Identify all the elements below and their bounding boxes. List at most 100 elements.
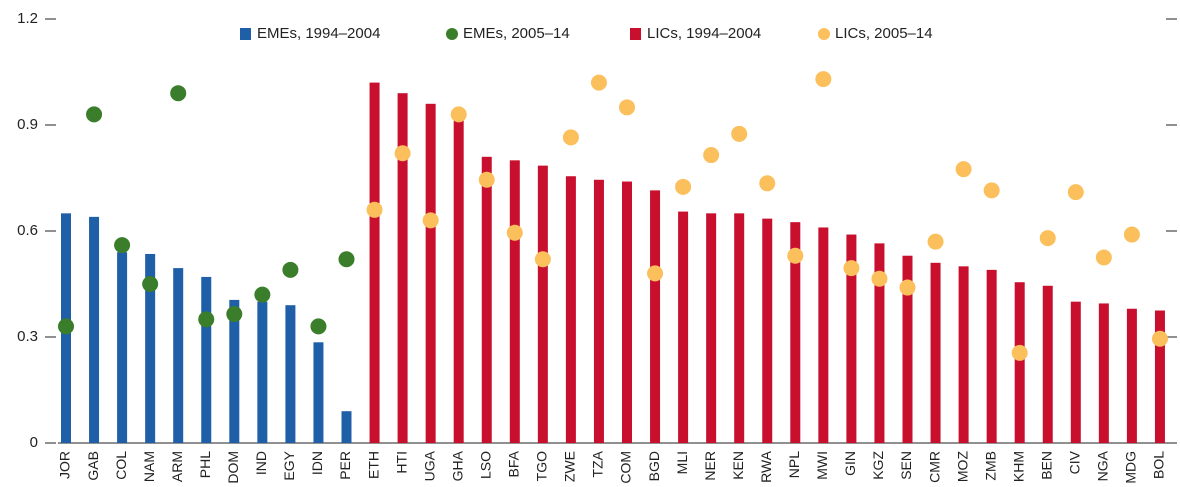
x-tick-label: TGO <box>534 451 550 481</box>
dot <box>170 85 187 102</box>
x-tick-label: IDN <box>309 451 325 475</box>
bar <box>622 181 632 444</box>
dot <box>899 279 916 296</box>
bar <box>1098 303 1109 443</box>
x-tick-label: BFA <box>506 450 522 477</box>
bar <box>762 218 773 443</box>
bar <box>1014 282 1025 443</box>
dot <box>1039 230 1056 247</box>
dot <box>310 318 327 335</box>
x-tick-label: MOZ <box>954 451 970 483</box>
bar <box>1070 301 1081 443</box>
x-tick-label: SEN <box>898 451 914 480</box>
x-tick-label: BOL <box>1151 451 1167 479</box>
x-tick-label: NAM <box>141 451 157 482</box>
x-tick-label: PHL <box>197 451 213 478</box>
x-tick-label: ARM <box>169 451 185 482</box>
y-tick-label: 0.6 <box>17 222 38 239</box>
dot <box>955 161 972 178</box>
dot <box>703 147 720 164</box>
bar <box>201 276 212 443</box>
dot <box>86 106 103 123</box>
x-tick-label: MLI <box>674 451 690 474</box>
legend-swatch <box>446 28 458 40</box>
x-tick-label: JOR <box>57 451 73 479</box>
legend-label: LICs, 1994–2004 <box>647 25 761 42</box>
x-tick-label: GHA <box>449 450 465 481</box>
x-tick-label: HTI <box>393 451 409 474</box>
x-tick-label: PER <box>337 451 353 480</box>
dot <box>1067 184 1084 201</box>
bar <box>89 216 100 443</box>
legend-swatch <box>240 28 251 40</box>
legend-swatch <box>818 28 830 40</box>
dot <box>871 270 888 287</box>
y-tick-label: 0.3 <box>17 328 38 345</box>
x-tick-label: BGD <box>646 451 662 481</box>
x-tick-label: GIN <box>842 451 858 476</box>
x-tick-label: COM <box>618 451 634 484</box>
dot <box>394 145 411 162</box>
x-tick-label: DOM <box>225 451 241 484</box>
bar <box>397 93 408 443</box>
x-tick-label: NER <box>702 451 718 481</box>
legend-label: EMEs, 1994–2004 <box>257 25 380 42</box>
dot <box>927 233 944 250</box>
x-tick-label: LSO <box>477 451 493 479</box>
bar <box>481 156 492 444</box>
x-tick-label: BEN <box>1038 451 1054 480</box>
x-tick-label: CMR <box>926 451 942 483</box>
bar <box>986 269 997 443</box>
bar <box>650 190 661 443</box>
x-tick-label: NGA <box>1095 450 1111 481</box>
bar <box>313 342 324 443</box>
x-tick-label: ZWE <box>562 451 578 482</box>
dot <box>619 99 635 116</box>
x-tick-label: CIV <box>1067 450 1083 474</box>
x-tick-label: UGA <box>421 450 437 481</box>
x-tick-label: RWA <box>758 450 774 483</box>
bar <box>818 227 829 443</box>
x-tick-label: COL <box>113 451 129 480</box>
bar <box>1126 308 1137 443</box>
x-tick-label: GAB <box>85 451 101 481</box>
dot <box>366 201 383 218</box>
y-tick-label: 0 <box>30 434 38 451</box>
x-tick-label: ZMB <box>982 451 998 481</box>
dot <box>1095 249 1112 266</box>
dot <box>142 276 159 292</box>
dot <box>282 261 299 278</box>
bar <box>117 252 128 443</box>
bar <box>285 305 296 443</box>
bar <box>706 213 717 443</box>
dot <box>114 237 131 254</box>
y-tick-label: 1.2 <box>17 10 38 27</box>
bar <box>1042 285 1053 443</box>
dot <box>450 106 467 123</box>
dot <box>506 224 523 241</box>
dot <box>254 286 271 303</box>
bar <box>229 299 240 443</box>
dot <box>759 175 776 192</box>
dot <box>731 125 748 142</box>
bar <box>565 176 576 443</box>
dot <box>590 74 607 91</box>
dot <box>226 306 243 323</box>
bar <box>846 234 857 443</box>
dot <box>422 212 439 229</box>
x-tick-label: MWI <box>814 451 830 480</box>
dot <box>815 71 832 88</box>
bar <box>1154 310 1165 443</box>
bar <box>734 213 745 443</box>
x-tick-label: ETH <box>365 451 381 479</box>
bar <box>958 266 969 443</box>
x-tick-label: IND <box>253 451 269 475</box>
x-tick-label: KGZ <box>870 451 886 480</box>
dot <box>198 311 215 328</box>
bar <box>257 301 268 443</box>
dot <box>1151 330 1168 347</box>
dot <box>647 265 664 282</box>
bar <box>537 165 548 443</box>
bar <box>173 268 184 443</box>
x-tick-label: EGY <box>281 450 297 480</box>
